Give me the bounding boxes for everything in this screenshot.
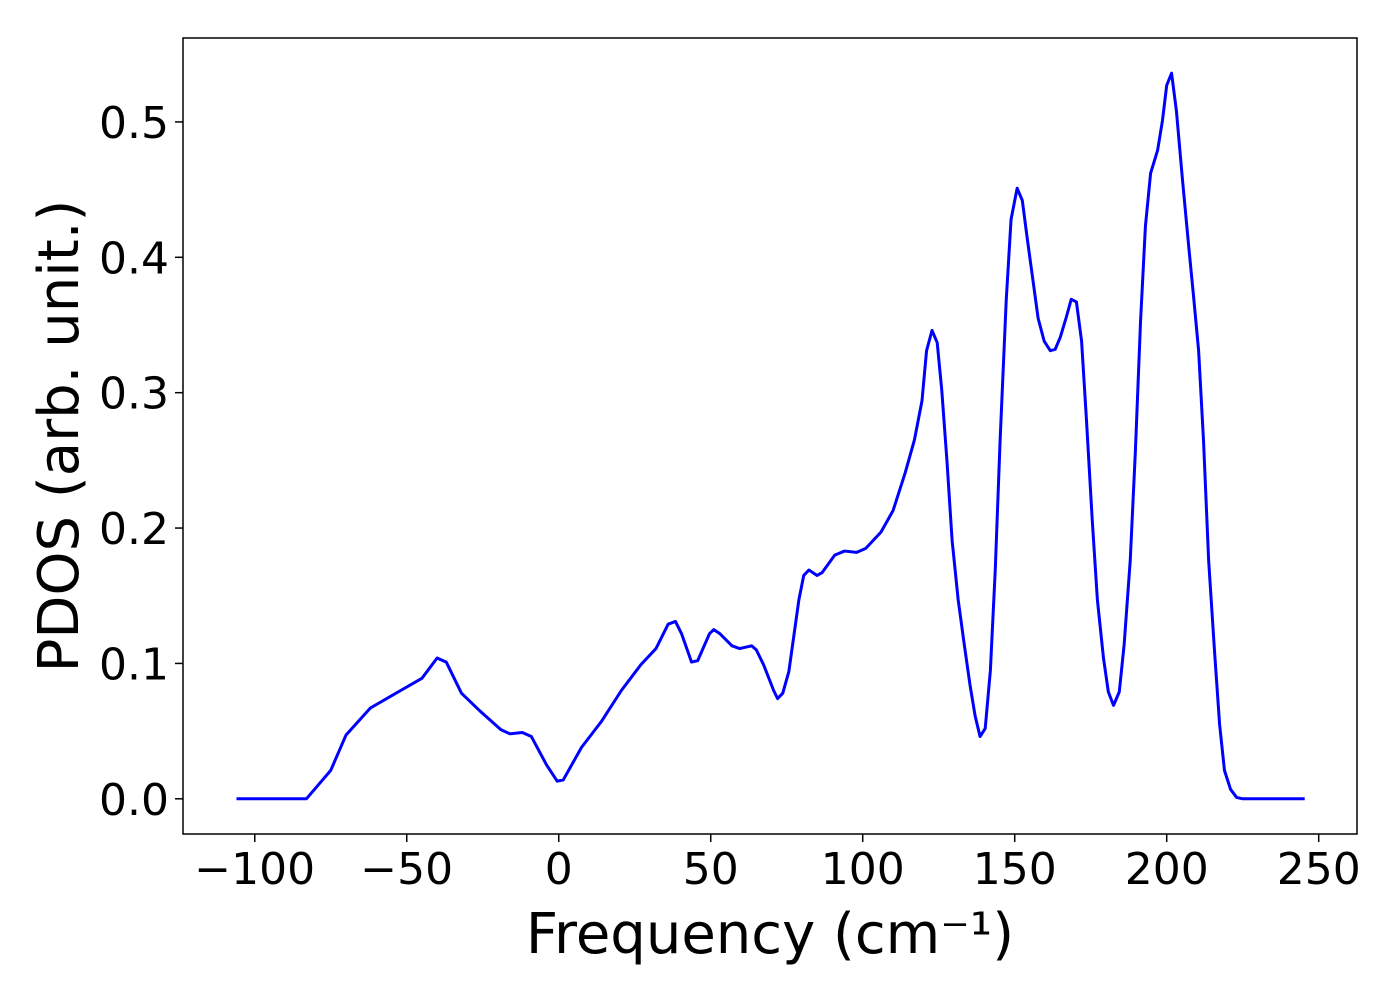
x-tick-label: 0 (545, 844, 573, 895)
x-tick-label: −50 (360, 844, 453, 895)
y-tick-label: 0.5 (99, 98, 169, 149)
x-tick-label: 150 (973, 844, 1057, 895)
y-tick-label: 0.2 (99, 504, 169, 555)
y-tick-label: 0.0 (99, 775, 169, 826)
y-tick-label: 0.1 (99, 639, 169, 690)
x-axis-label: Frequency (cm⁻¹) (526, 902, 1014, 967)
y-axis-label: PDOS (arb. unit.) (27, 200, 92, 673)
x-tick-label: 200 (1125, 844, 1209, 895)
y-tick-label: 0.3 (99, 369, 169, 420)
x-tick-label: 250 (1277, 844, 1361, 895)
x-tick-label: 50 (683, 844, 739, 895)
x-tick-label: −100 (194, 844, 315, 895)
x-tick-label: 100 (821, 844, 905, 895)
y-tick-label: 0.4 (99, 233, 169, 284)
line (236, 71, 1305, 801)
plot-frame (182, 37, 1358, 835)
